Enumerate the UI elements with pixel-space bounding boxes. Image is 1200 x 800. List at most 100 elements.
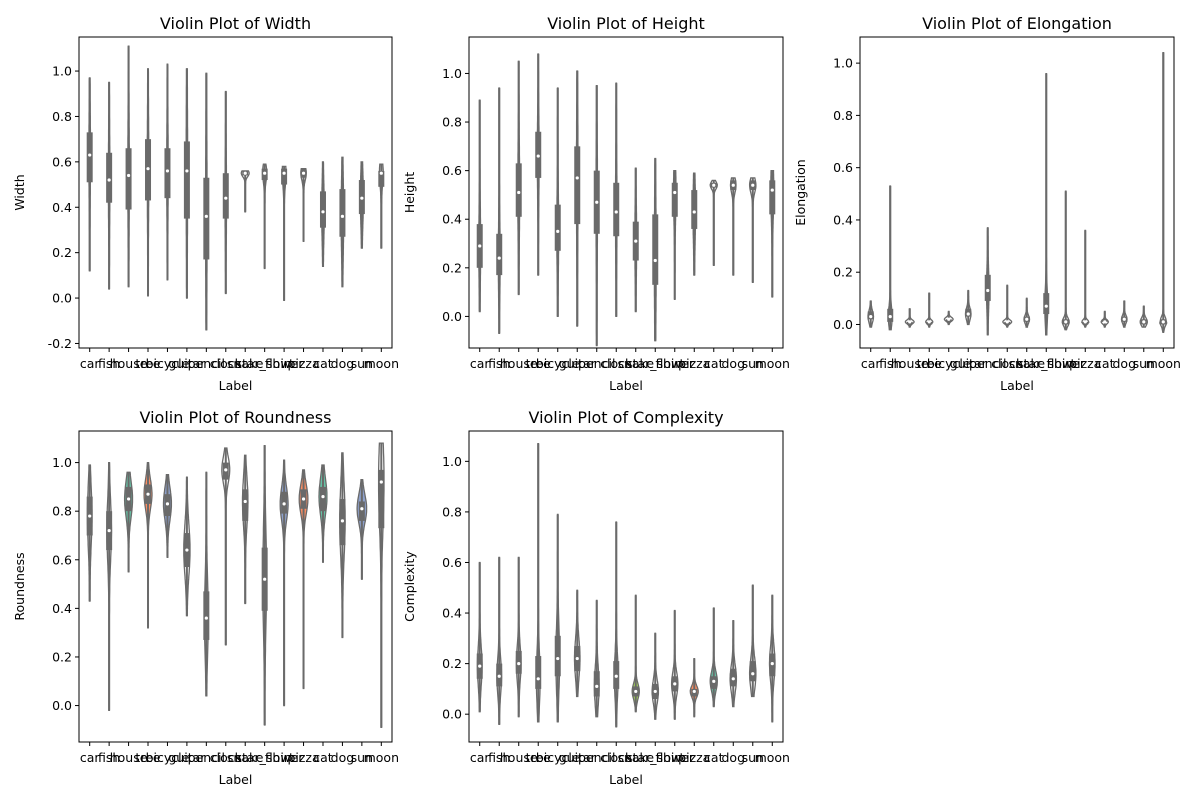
x-tick-label: snake [617,356,654,371]
violin-box [378,170,385,187]
violin-tree [143,461,153,629]
violin-star_shirt [651,632,660,720]
violin-box [319,191,326,228]
violin-median [1044,304,1048,308]
x-tick-label: car [861,356,882,371]
violin-median [224,468,228,472]
violin-house [123,471,134,573]
violin-pizza [300,168,307,242]
y-axis-label: Complexity [402,551,417,622]
y-tick-label: 0.2 [833,265,853,280]
violin-snake [631,594,640,713]
violin-car [867,300,875,328]
violin-clock [613,82,620,318]
violin-median [224,196,228,200]
violin-box [319,486,326,512]
x-tick-label: snake [227,750,264,765]
subplot-2: Violin Plot of Height 0.0 0.2 0.4 0.6 0.8 1.0 c… [402,14,790,393]
y-tick-label: 0.2 [442,656,462,671]
violin-box [183,141,190,219]
violin-box [496,233,503,276]
y-tick-label: 0.8 [52,109,72,124]
plot-frame [468,36,784,349]
violin-pencil [984,227,991,336]
violin-median [360,507,364,511]
violin-median [908,320,912,324]
violin-pencil [593,599,600,718]
y-tick-label: 0.6 [52,154,72,169]
y-tick-label: 0.2 [442,260,462,275]
x-tick-label: moon [755,750,790,765]
x-tick-label: fish [488,356,510,371]
violin-star_shirt [652,157,659,342]
x-tick-label: flower [265,750,304,765]
y-tick-label: 0.0 [52,291,72,306]
violin-median [712,679,716,683]
x-tick-label: fish [879,356,901,371]
chart-title: Violin Plot of Roundness [140,408,332,427]
x-tick-label: moon [1146,356,1181,371]
violin-median [107,178,111,182]
violin-sun [1139,305,1148,328]
x-tick-label: clock [210,356,243,371]
x-tick-label: pencil [969,356,1006,371]
x-tick-label: car [470,750,491,765]
violin-guitar [573,589,581,698]
violin-median [301,497,306,501]
violin-median [263,577,267,581]
x-tick-label: cat [313,356,333,371]
violin-median [107,529,111,533]
violin-median [770,662,774,666]
y-tick-label: 0.2 [52,649,72,664]
y-tick-label: 1.0 [833,56,853,71]
violin-median [692,210,696,214]
y-tick-label: 0.0 [442,309,462,324]
violin-median [986,288,990,293]
x-tick-label: snake [1008,356,1045,371]
violin-median [653,689,657,694]
x-tick-label: cat [704,356,724,371]
violin-median [204,214,208,218]
violin-flower [671,169,678,301]
violin-house [515,60,522,296]
violin-fish [106,461,113,712]
violin-pencil [593,84,600,347]
violin-median [165,502,170,506]
violin-median [673,190,677,195]
violin-cat [1100,310,1109,328]
violin-median [614,210,618,214]
x-tick-label: pencil [188,750,225,765]
violin-box [691,190,698,229]
violin-median [595,684,599,688]
x-tick-label: tree [526,356,551,371]
x-tick-label: flower [655,356,694,371]
x-tick-label: clock [991,356,1024,371]
violin-median [126,497,131,501]
violin-median [536,154,540,158]
violin-median [282,502,286,506]
violin-median [301,171,306,175]
chart-title: Violin Plot of Width [160,14,311,33]
violin-box [1043,293,1050,315]
violin-median [185,548,189,552]
violin-box [515,163,522,217]
violin-pencil [203,471,210,697]
x-tick-label: pencil [188,356,225,371]
violin-tree [535,442,542,723]
y-tick-label: -0.2 [48,336,72,351]
violin-dog [729,177,737,276]
y-tick-label: 0.2 [52,245,72,260]
x-tick-label: sun [742,356,764,371]
violin-median [1083,320,1087,324]
violin-box [378,469,385,529]
violin-bicycle [554,513,561,723]
y-tick-label: 0.4 [442,606,462,621]
violin-cat [318,464,328,563]
violin-median [653,258,657,263]
x-axis-label: Label [609,378,643,393]
violin-median [1025,317,1029,321]
violin-clock [221,447,231,646]
x-tick-label: house [500,750,538,765]
violin-median [88,514,92,518]
x-tick-label: sun [351,356,373,371]
